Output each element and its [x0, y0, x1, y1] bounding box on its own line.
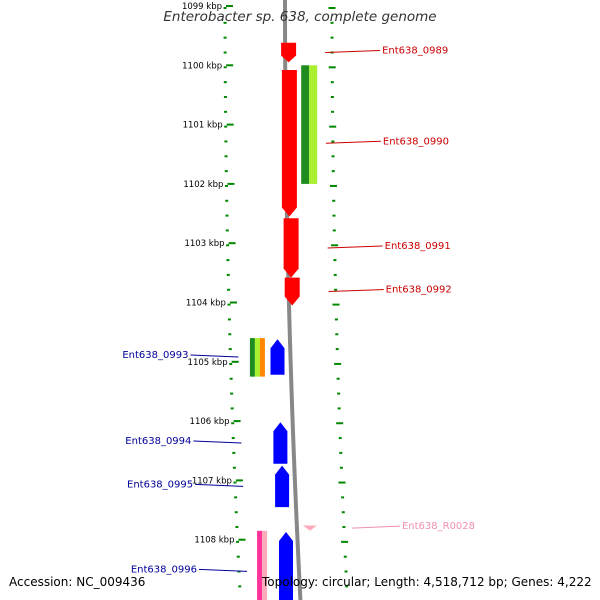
ruler-tick-label: 1107 kbp [192, 476, 232, 486]
cog-block [257, 530, 263, 600]
gene-arrow [273, 422, 288, 464]
accession-text: Accession: NC_009436 [9, 575, 146, 589]
gene-arrow [279, 532, 293, 600]
gene-label: Ent638_0991 [385, 241, 451, 252]
genome-title: Enterobacter sp. 638, complete genome [163, 9, 437, 25]
gene-label-line [190, 354, 239, 358]
ruler-tick-label: 1103 kbp [184, 239, 224, 249]
cog-blocks [249, 65, 318, 600]
gene-arrow [270, 339, 285, 375]
gene-arrow [281, 42, 297, 63]
ruler-tick-label: 1101 kbp [183, 121, 223, 131]
gene-label: Ent638_0993 [122, 350, 188, 361]
ruler-tick-label: 1102 kbp [183, 180, 223, 190]
topology-text: Topology: circular; Length: 4,518,712 bp… [262, 575, 592, 589]
gene-arrow [281, 70, 297, 217]
cog-block [249, 338, 255, 377]
cog-block [301, 65, 310, 184]
gene-label-line [198, 568, 248, 572]
gene-arrow [283, 218, 299, 278]
gene-label: Ent638_R0028 [402, 521, 475, 532]
gene-label: Ent638_0992 [386, 285, 452, 296]
cog-block [259, 338, 265, 377]
gene-label-line [325, 140, 381, 144]
gene-labels: Ent638_0989 Ent638_0990 Ent638_0991 Ent638_… [122, 46, 475, 576]
gene-label: Ent638_0995 [127, 479, 193, 490]
kbp-ruler: 1099 kbp 1100 kbp 1101 kbp 1102 kbp 1103 kbp… [182, 2, 246, 546]
gene-label-line [328, 289, 384, 293]
gene-label: Ent638_0989 [382, 46, 448, 57]
gene-label-line [351, 525, 400, 529]
ruler-tick-label: 1108 kbp [194, 536, 234, 546]
ruler-tick-label: 1104 kbp [186, 299, 226, 309]
cog-block [309, 65, 318, 184]
ruler-tick-label: 1105 kbp [188, 358, 228, 368]
gene-label-line [325, 50, 381, 54]
ruler-tick-label: 1106 kbp [190, 417, 230, 427]
ruler-tick-label: 1100 kbp [182, 61, 222, 71]
gene-label-line [195, 483, 244, 487]
cog-block [262, 530, 268, 600]
gene-label-line [193, 440, 242, 444]
inner-tick-marks [223, 7, 242, 588]
gene-arrow [275, 465, 290, 508]
gene-label: Ent638_0990 [383, 136, 449, 147]
gene-label: Ent638_0996 [131, 564, 197, 575]
outer-tick-marks [328, 7, 349, 588]
gene-arrow [303, 525, 317, 531]
gene-features [270, 42, 317, 600]
gene-label: Ent638_0994 [125, 436, 191, 447]
ruler-tick-label: 1099 kbp [182, 2, 222, 12]
gene-label-line [327, 245, 383, 249]
cog-block [254, 338, 260, 377]
gene-arrow [284, 277, 300, 306]
